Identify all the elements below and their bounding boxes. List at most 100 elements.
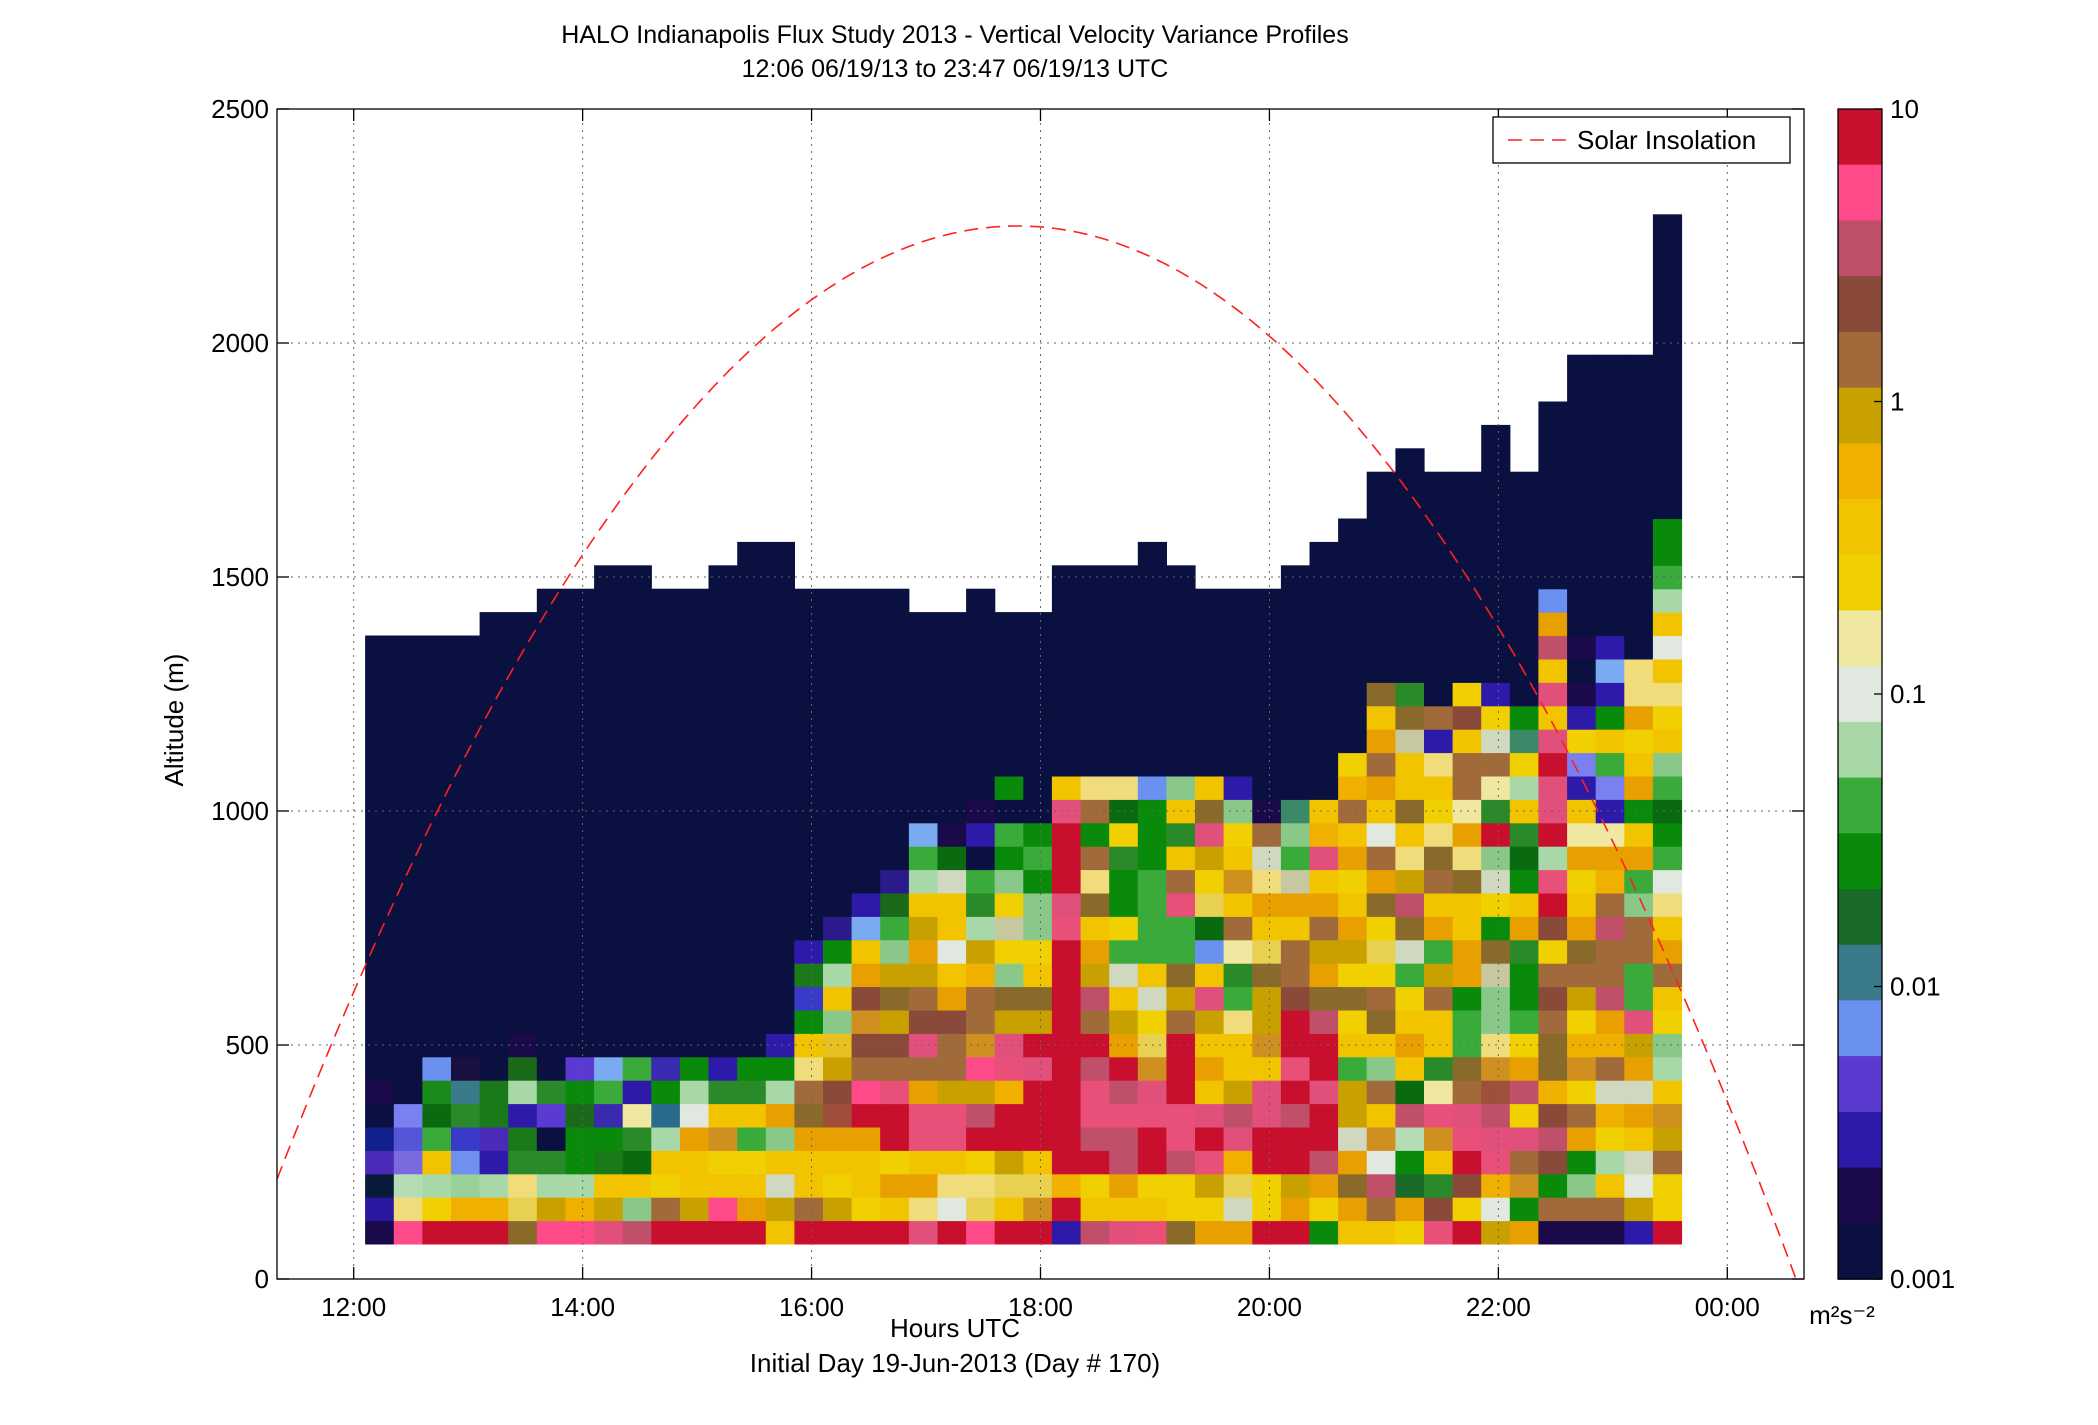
heatmap-cell <box>1080 939 1110 964</box>
heatmap-cell <box>823 1056 853 1081</box>
heatmap-cell <box>1223 1197 1253 1222</box>
heatmap-cell <box>851 1173 881 1198</box>
heatmap-cell <box>908 939 939 964</box>
heatmap-cell <box>937 799 967 824</box>
heatmap-cell <box>393 1126 423 1151</box>
heatmap-cell <box>1309 1197 1339 1222</box>
heatmap-cell <box>1051 939 1082 964</box>
heatmap-cell <box>479 1126 509 1151</box>
heatmap-cell <box>1366 682 1396 707</box>
heatmap-cell <box>622 1150 652 1175</box>
heatmap-cell <box>1195 892 1225 917</box>
heatmap-cell <box>1452 705 1482 730</box>
heatmap-cell <box>1452 1103 1482 1128</box>
heatmap-cell <box>1538 822 1568 847</box>
heatmap-cell <box>1223 963 1253 988</box>
heatmap-cell <box>794 939 824 964</box>
heatmap-cell <box>708 565 738 1034</box>
heatmap-cell <box>1338 752 1368 777</box>
heatmap-cell <box>1624 822 1654 847</box>
heatmap-cell <box>1538 1056 1568 1081</box>
heatmap-cell <box>823 939 853 964</box>
heatmap-cell <box>1424 846 1454 871</box>
heatmap-cell <box>1338 729 1368 754</box>
heatmap-cell <box>1481 682 1511 707</box>
colorbar-segment <box>1838 610 1882 667</box>
heatmap-cell <box>1567 1103 1597 1128</box>
heatmap-cell <box>1023 1220 1053 1245</box>
colorbar-segment <box>1838 1223 1882 1280</box>
heatmap-cell <box>1195 822 1225 847</box>
heatmap-cell <box>1080 1009 1110 1034</box>
heatmap-cell <box>823 1197 853 1222</box>
heatmap-cell <box>880 1056 910 1081</box>
heatmap-cell <box>1109 1103 1139 1128</box>
heatmap-cell <box>1309 1126 1339 1151</box>
heatmap-cell <box>851 1009 881 1034</box>
heatmap-cell <box>1538 963 1568 988</box>
heatmap-cell <box>1424 892 1454 917</box>
heatmap-cell <box>1223 892 1253 917</box>
heatmap-cell <box>1109 1126 1139 1151</box>
heatmap-cell <box>1195 1173 1225 1198</box>
heatmap-cell <box>1366 1009 1396 1034</box>
heatmap-cell <box>823 588 853 894</box>
heatmap-cell <box>1252 986 1282 1011</box>
heatmap-cell <box>1395 1150 1425 1175</box>
heatmap-cell <box>1252 963 1282 988</box>
heatmap-cell <box>594 1033 624 1058</box>
heatmap-cell <box>365 1197 395 1222</box>
heatmap-cell <box>1595 682 1625 707</box>
heatmap-cell <box>594 1103 624 1128</box>
heatmap-cell <box>1624 1103 1654 1128</box>
heatmap-cell <box>1280 565 1311 777</box>
heatmap-cell <box>1452 682 1482 707</box>
heatmap-cell <box>1137 541 1167 754</box>
heatmap-cell <box>966 1173 996 1198</box>
heatmap-cell <box>365 1056 395 1081</box>
heatmap-cell <box>1452 729 1482 754</box>
heatmap-cell <box>1051 963 1082 988</box>
heatmap-cell <box>1109 775 1139 800</box>
heatmap-cell <box>1481 1009 1511 1034</box>
y-tick-label: 500 <box>226 1030 269 1060</box>
heatmap-cell <box>794 963 824 988</box>
heatmap-cell <box>994 1126 1024 1151</box>
heatmap-cell <box>622 1197 652 1222</box>
series-line-solar-insolation <box>277 225 1797 1279</box>
heatmap-cell <box>1624 1197 1654 1222</box>
heatmap-cell <box>1280 963 1311 988</box>
heatmap-cell <box>966 986 996 1011</box>
colorbar-segment <box>1838 889 1882 946</box>
heatmap-cell <box>1652 1150 1683 1175</box>
heatmap-cell <box>1424 1080 1454 1105</box>
heatmap-cell <box>1338 869 1368 894</box>
heatmap-cell <box>1080 565 1110 754</box>
heatmap-cell <box>1195 916 1225 941</box>
heatmap-cell <box>1395 986 1425 1011</box>
heatmap-cell <box>508 1126 538 1151</box>
heatmap-cell <box>1452 1009 1482 1034</box>
heatmap-cell <box>1452 1126 1482 1151</box>
heatmap-cell <box>1338 1103 1368 1128</box>
heatmap-cell <box>1567 354 1597 613</box>
heatmap-cell <box>794 1080 824 1105</box>
heatmap-cell <box>994 1150 1024 1175</box>
heatmap-cell <box>1595 354 1625 613</box>
heatmap-cell <box>1080 963 1110 988</box>
heatmap-cell <box>1023 1056 1053 1081</box>
heatmap-cell <box>1051 892 1082 917</box>
heatmap-cell <box>1023 986 1053 1011</box>
heatmap-cell <box>1509 1126 1539 1151</box>
heatmap-cell <box>994 1197 1024 1222</box>
heatmap-cell <box>1395 1056 1425 1081</box>
heatmap-cell <box>737 1173 767 1198</box>
heatmap-cell <box>422 635 452 1034</box>
heatmap-cell <box>994 1220 1024 1245</box>
heatmap-cell <box>1166 565 1196 777</box>
heatmap-cell <box>451 1197 481 1222</box>
heatmap-cell <box>765 1126 795 1151</box>
heatmap-cell <box>1051 822 1082 847</box>
heatmap-cell <box>1652 682 1683 707</box>
heatmap-cell <box>1252 869 1282 894</box>
